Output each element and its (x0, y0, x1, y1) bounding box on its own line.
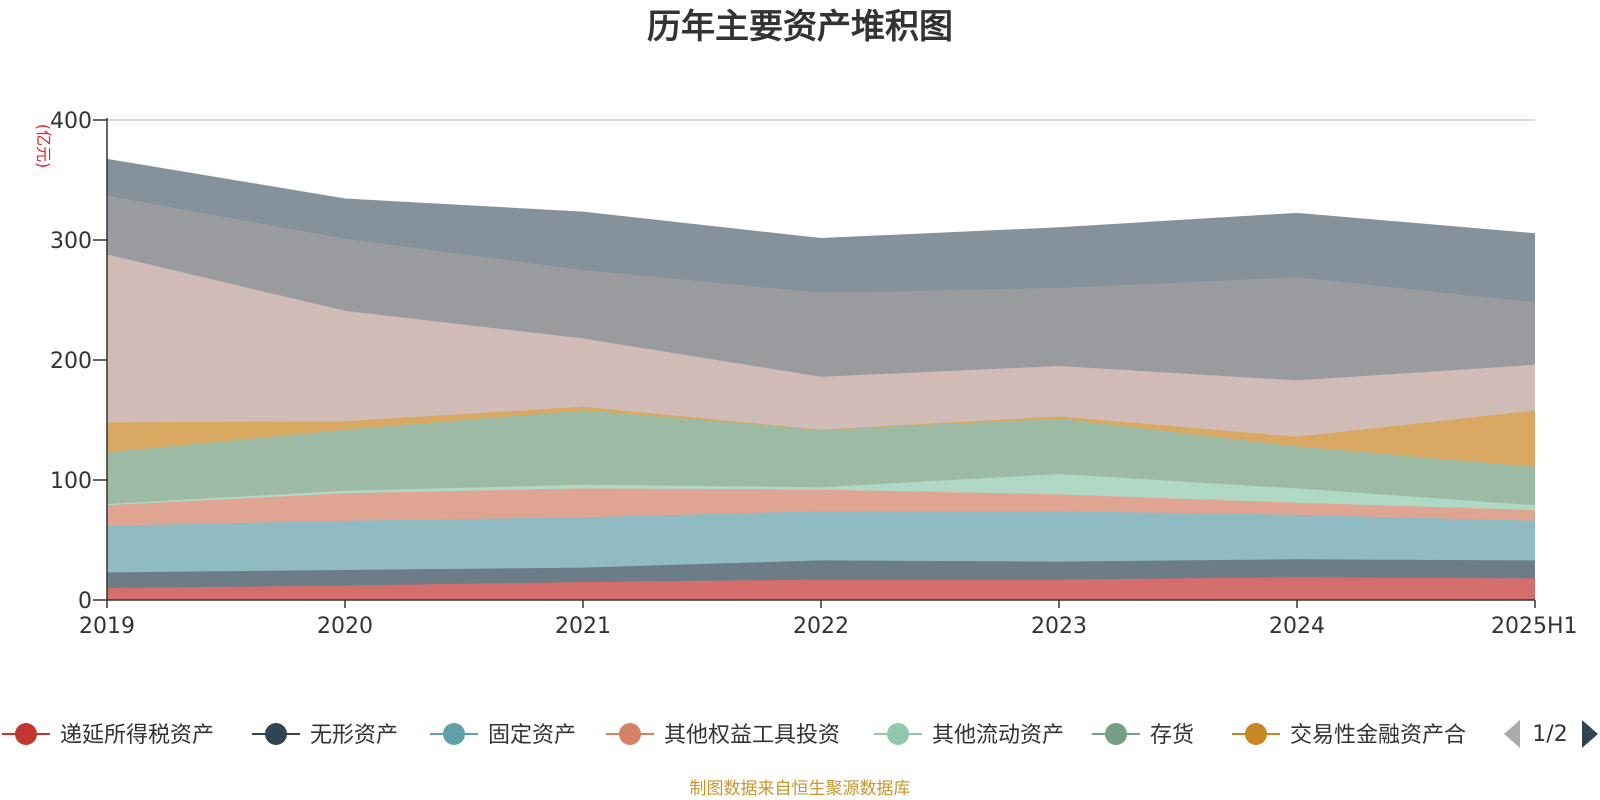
area-series-0[interactable] (107, 577, 1535, 600)
legend-label: 无形资产 (310, 723, 398, 748)
x-tick-label: 2021 (555, 614, 611, 639)
y-tick-label: 100 (50, 469, 92, 494)
area-series-4[interactable] (107, 474, 1535, 510)
legend-circle-icon (15, 723, 37, 745)
x-tick-label: 2023 (1031, 614, 1087, 639)
area-series-3[interactable] (107, 488, 1535, 526)
triangle-right-icon[interactable] (1582, 720, 1598, 748)
legend-item[interactable]: 交易性金融资产合 (1232, 723, 1466, 748)
legend: 递延所得税资产 无形资产 固定资产 其他权益工具投资 其他流动资产 存货 交易性金融资产合 (2, 723, 1466, 748)
legend-item[interactable]: 固定资产 (430, 723, 576, 748)
x-tick-label: 2019 (79, 614, 135, 639)
source-note: 制图数据来自恒生聚源数据库 (690, 779, 911, 799)
chart-title: 历年主要资产堆积图 (647, 7, 953, 47)
area-series-group (106, 158, 1536, 600)
legend-circle-icon (619, 723, 641, 745)
legend-item[interactable]: 递延所得税资产 (2, 723, 214, 748)
legend-page-indicator: 1/2 (1532, 722, 1567, 747)
legend-label: 其他流动资产 (932, 723, 1064, 748)
legend-circle-icon (443, 723, 465, 745)
area-series-5[interactable] (107, 410, 1535, 506)
area-series-1[interactable] (107, 559, 1535, 588)
legend-item[interactable]: 无形资产 (252, 723, 398, 748)
area-series-9[interactable] (107, 159, 1535, 303)
legend-label: 存货 (1150, 723, 1194, 748)
x-tick-label: 2022 (793, 614, 849, 639)
triangle-left-icon[interactable] (1504, 720, 1520, 748)
y-tick-label: 400 (50, 109, 92, 134)
area-series-8[interactable] (107, 195, 1535, 381)
legend-label: 递延所得税资产 (60, 723, 214, 748)
legend-circle-icon (887, 723, 909, 745)
legend-item[interactable]: 存货 (1092, 723, 1194, 748)
legend-pager: 1/2 (1504, 720, 1598, 748)
legend-circle-icon (265, 723, 287, 745)
legend-circle-icon (1245, 723, 1267, 745)
legend-label: 固定资产 (488, 723, 576, 748)
y-tick-label: 200 (50, 349, 92, 374)
axes: 0 100 200 300 400 2019 2020 2021 2022 2023 2024 202… (50, 109, 1578, 639)
area-series-line-9 (106, 158, 1536, 240)
legend-circle-icon (1105, 723, 1127, 745)
legend-item[interactable]: 其他流动资产 (874, 723, 1064, 748)
legend-label: 交易性金融资产合 (1290, 723, 1466, 748)
x-tick-label: 2020 (317, 614, 373, 639)
area-series-2[interactable] (107, 511, 1535, 573)
area-series-7[interactable] (107, 254, 1535, 437)
y-tick-label: 0 (78, 589, 92, 614)
y-axis-unit: (亿元) (34, 124, 53, 169)
x-tick-label: 2025H1 (1491, 614, 1578, 639)
y-tick-label: 300 (50, 229, 92, 254)
x-tick-label: 2024 (1269, 614, 1325, 639)
legend-item[interactable]: 其他权益工具投资 (606, 723, 840, 748)
area-series-6[interactable] (107, 406, 1535, 467)
legend-label: 其他权益工具投资 (664, 723, 840, 748)
